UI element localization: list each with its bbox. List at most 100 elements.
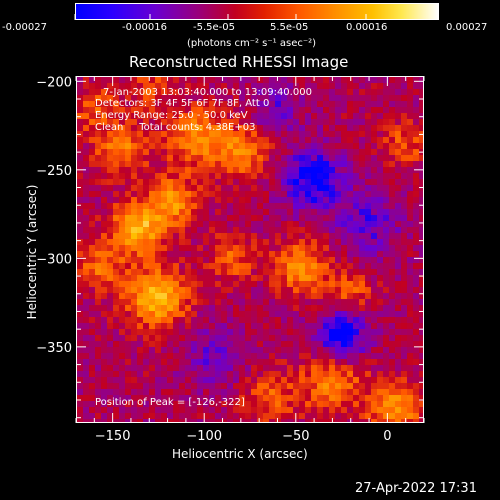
heatmap-cell	[371, 371, 377, 377]
heatmap-cell	[161, 305, 167, 311]
heatmap-cell	[281, 137, 287, 143]
heatmap-cell	[137, 119, 143, 125]
heatmap-cell	[269, 239, 275, 245]
heatmap-cell	[299, 329, 305, 335]
heatmap-cell	[209, 329, 215, 335]
heatmap-cell	[173, 281, 179, 287]
heatmap-cell	[233, 95, 239, 101]
heatmap-cell	[167, 77, 173, 83]
heatmap-cell	[377, 209, 383, 215]
heatmap-cell	[191, 227, 197, 233]
heatmap-cell	[77, 179, 83, 185]
heatmap-cell	[167, 329, 173, 335]
heatmap-cell	[95, 275, 101, 281]
heatmap-cell	[185, 125, 191, 131]
heatmap-cell	[311, 125, 317, 131]
heatmap-cell	[221, 149, 227, 155]
heatmap-cell	[125, 233, 131, 239]
heatmap-cell	[269, 353, 275, 359]
heatmap-cell	[371, 401, 377, 407]
heatmap-cell	[287, 125, 293, 131]
heatmap-cell	[125, 383, 131, 389]
heatmap-cell	[317, 173, 323, 179]
heatmap-cell	[107, 119, 113, 125]
heatmap-cell	[401, 359, 407, 365]
heatmap-cell	[149, 305, 155, 311]
heatmap-cell	[311, 83, 317, 89]
heatmap-cell	[401, 299, 407, 305]
heatmap-cell	[203, 251, 209, 257]
heatmap-cell	[119, 299, 125, 305]
heatmap-cell	[269, 185, 275, 191]
heatmap-cell	[173, 155, 179, 161]
heatmap-cell	[155, 83, 161, 89]
heatmap-cell	[227, 233, 233, 239]
heatmap-cell	[401, 365, 407, 371]
heatmap-cell	[107, 377, 113, 383]
heatmap-cell	[305, 317, 311, 323]
heatmap-cell	[149, 257, 155, 263]
heatmap-cell	[413, 317, 419, 323]
heatmap-cell	[395, 341, 401, 347]
heatmap-cell	[407, 89, 413, 95]
heatmap-cell	[353, 203, 359, 209]
heatmap-cell	[323, 251, 329, 257]
heatmap-cell	[197, 341, 203, 347]
heatmap-cell	[359, 413, 365, 419]
heatmap-cell	[125, 263, 131, 269]
heatmap-cell	[377, 131, 383, 137]
heatmap-cell	[299, 245, 305, 251]
heatmap-cell	[185, 149, 191, 155]
heatmap-cell	[167, 389, 173, 395]
heatmap-cell	[203, 257, 209, 263]
heatmap-cell	[197, 353, 203, 359]
heatmap-cell	[197, 161, 203, 167]
heatmap-cell	[113, 371, 119, 377]
heatmap-cell	[113, 335, 119, 341]
heatmap-cell	[353, 371, 359, 377]
heatmap-cell	[353, 107, 359, 113]
heatmap-cell	[293, 401, 299, 407]
heatmap-cell	[287, 347, 293, 353]
heatmap-cell	[191, 347, 197, 353]
heatmap-cell	[185, 311, 191, 317]
heatmap-cell	[221, 167, 227, 173]
heatmap-cell	[269, 137, 275, 143]
heatmap-cell	[155, 143, 161, 149]
heatmap-cell	[197, 173, 203, 179]
heatmap-cell	[365, 215, 371, 221]
heatmap-cell	[179, 251, 185, 257]
heatmap-cell	[179, 389, 185, 395]
heatmap-cell	[215, 389, 221, 395]
heatmap-cell	[401, 281, 407, 287]
heatmap-cell	[227, 377, 233, 383]
heatmap-cell	[209, 257, 215, 263]
heatmap-cell	[227, 137, 233, 143]
heatmap-cell	[137, 413, 143, 419]
heatmap-cell	[119, 275, 125, 281]
heatmap-cell	[251, 287, 257, 293]
heatmap-cell	[173, 299, 179, 305]
heatmap-cell	[419, 137, 423, 143]
heatmap-cell	[125, 119, 131, 125]
heatmap-cell	[365, 365, 371, 371]
heatmap-cell	[209, 305, 215, 311]
heatmap-cell	[221, 113, 227, 119]
colorbar	[75, 3, 439, 20]
heatmap-cell	[161, 365, 167, 371]
heatmap-cell	[317, 155, 323, 161]
heatmap-cell	[263, 383, 269, 389]
heatmap-cell	[341, 119, 347, 125]
heatmap-cell	[251, 389, 257, 395]
heatmap-cell	[305, 365, 311, 371]
heatmap-cell	[131, 347, 137, 353]
heatmap-cell	[191, 167, 197, 173]
heatmap-cell	[311, 203, 317, 209]
heatmap-cell	[275, 209, 281, 215]
heatmap-cell	[95, 155, 101, 161]
heatmap-cell	[365, 353, 371, 359]
heatmap-cell	[107, 185, 113, 191]
heatmap-cell	[413, 197, 419, 203]
heatmap-cell	[383, 143, 389, 149]
heatmap-cell	[395, 287, 401, 293]
